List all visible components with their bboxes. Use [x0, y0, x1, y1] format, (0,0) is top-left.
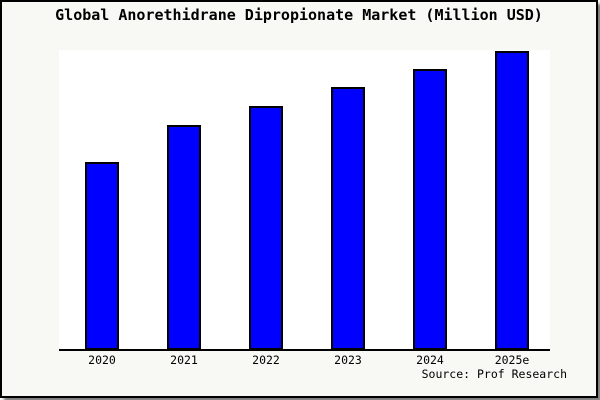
bar-2024 [413, 69, 447, 350]
source-note: Source: Prof Research [421, 367, 567, 381]
x-tick-label-2023: 2023 [334, 353, 362, 367]
x-tick-label-2025e: 2025e [494, 353, 530, 367]
x-tick-label-2024: 2024 [416, 353, 444, 367]
plot-area [59, 50, 550, 350]
x-tick-label-2021: 2021 [170, 353, 198, 367]
x-axis-line [59, 349, 550, 351]
bar-2021 [167, 125, 201, 350]
bar-2023 [331, 87, 365, 350]
bar-2020 [85, 162, 119, 350]
chart-title: Global Anorethidrane Dipropionate Market… [55, 6, 543, 24]
bar-2025e [495, 51, 529, 350]
x-tick-label-2020: 2020 [88, 353, 116, 367]
x-tick-label-2022: 2022 [252, 353, 280, 367]
bar-2022 [249, 106, 283, 350]
